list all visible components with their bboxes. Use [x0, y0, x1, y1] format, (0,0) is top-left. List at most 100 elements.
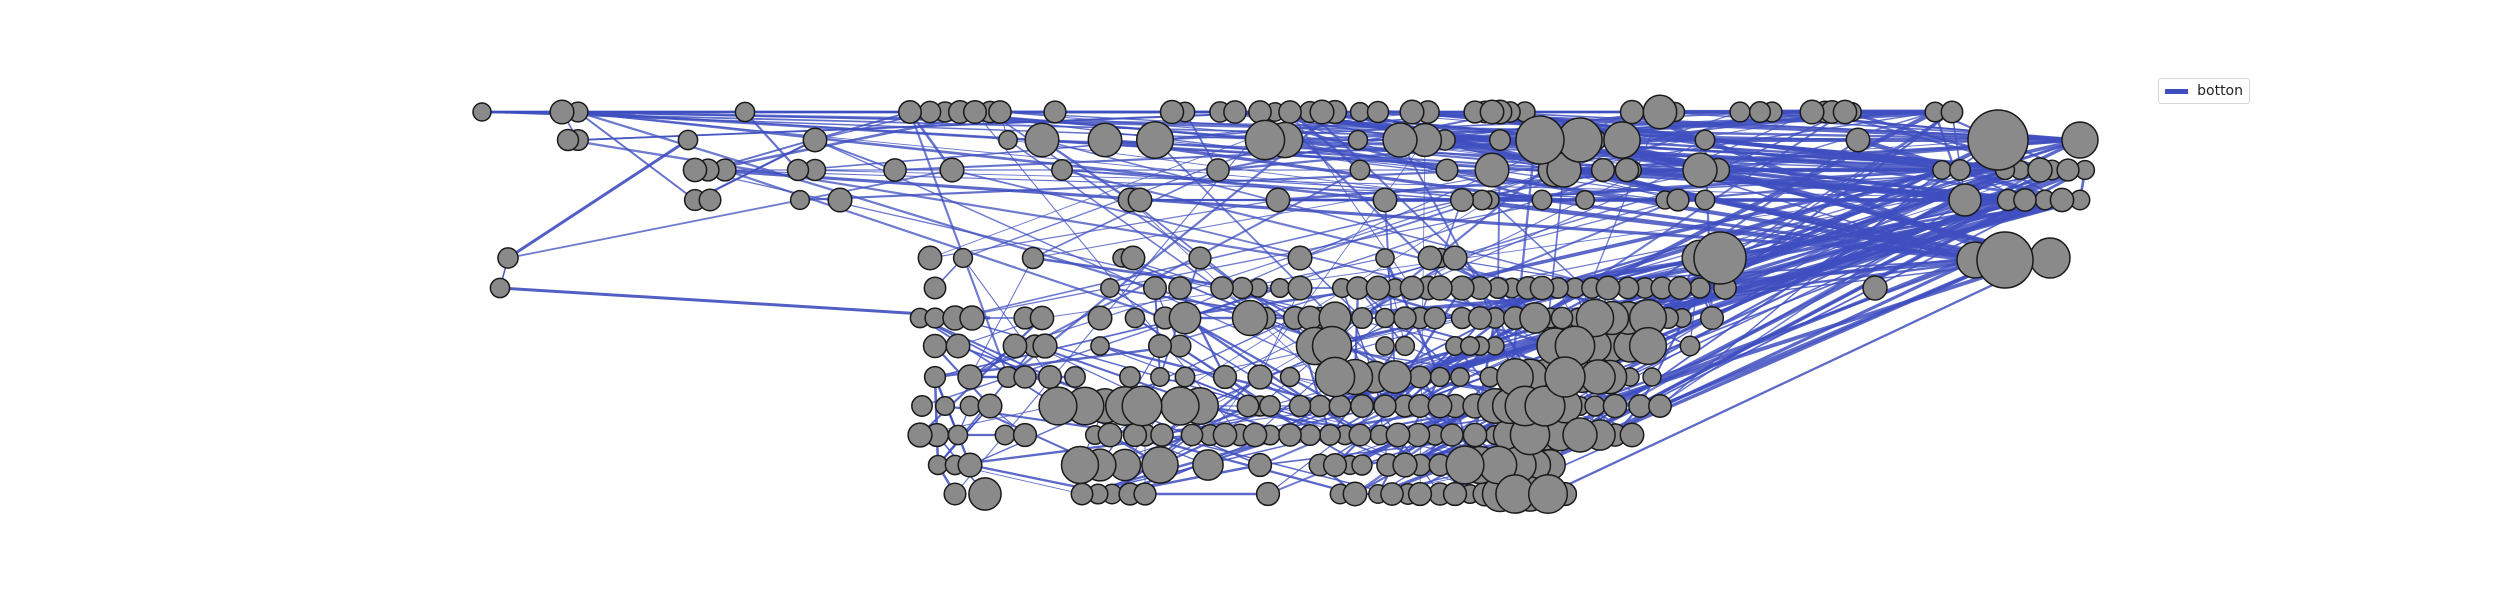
graph-edge: [577, 111, 696, 201]
graph-edge: [1154, 287, 1161, 378]
graph-node: [1087, 305, 1113, 331]
graph-node: [1342, 481, 1368, 507]
graph-node: [1265, 187, 1291, 213]
graph-node: [2056, 158, 2080, 182]
graph-node: [1328, 394, 1352, 418]
graph-edge: [1041, 139, 1609, 289]
graph-node: [1940, 100, 1964, 124]
graph-node: [1524, 385, 1566, 427]
graph-node: [923, 365, 947, 389]
graph-node: [1206, 158, 1230, 182]
graph-node: [472, 102, 492, 122]
graph-node: [1297, 305, 1323, 331]
graph-edge: [908, 111, 1010, 378]
graph-node: [918, 100, 942, 124]
graph-node: [786, 158, 810, 182]
graph-node: [1024, 122, 1060, 158]
graph-node: [1127, 187, 1153, 213]
graph-edge: [499, 286, 991, 320]
graph-edge: [1547, 256, 2051, 496]
graph-node: [1427, 393, 1453, 419]
graph-node: [677, 129, 699, 151]
graph-edge: [1461, 199, 1679, 289]
graph-node: [1699, 305, 1725, 331]
graph-node: [1043, 100, 1067, 124]
graph-edge: [1341, 199, 1679, 289]
graph-node: [1121, 385, 1163, 427]
graph-node: [1694, 189, 1716, 211]
graph-node: [1429, 366, 1451, 388]
graph-node: [1417, 245, 1443, 271]
graph-node: [1308, 394, 1332, 418]
graph-node: [939, 157, 965, 183]
graph-node: [1562, 417, 1598, 453]
graph-node: [1248, 100, 1272, 124]
graph-node: [1366, 100, 1390, 124]
graph-node: [1471, 189, 1493, 211]
graph-node: [1449, 187, 1475, 213]
graph-node: [943, 482, 967, 506]
graph-node: [1231, 299, 1269, 337]
graph-node: [1070, 482, 1094, 506]
graph-node: [1122, 422, 1148, 448]
legend: botton: [2158, 78, 2250, 104]
graph-node: [1087, 122, 1123, 158]
graph-node: [907, 422, 933, 448]
graph-node: [1349, 101, 1371, 123]
graph-node: [1279, 366, 1301, 388]
graph-edge: [1032, 169, 1219, 259]
graph-node: [827, 187, 853, 213]
graph-node: [1845, 127, 1871, 153]
graph-node: [1479, 99, 1505, 125]
graph-node: [1374, 307, 1396, 329]
graph-node: [1319, 424, 1341, 446]
graph-edge: [919, 317, 1059, 407]
graph-node: [1168, 334, 1192, 358]
graph-node: [1348, 423, 1372, 447]
graph-node: [1150, 423, 1174, 447]
graph-node: [1210, 276, 1234, 300]
graph-node: [1373, 394, 1397, 418]
graph-node: [1168, 276, 1192, 300]
graph-node: [947, 424, 969, 446]
graph-edge: [797, 169, 2063, 201]
graph-node: [1408, 365, 1432, 389]
graph-node: [934, 395, 956, 417]
graph-node: [957, 452, 983, 478]
graph-node: [1097, 422, 1123, 448]
graph-node: [988, 100, 1012, 124]
graph-node: [1212, 422, 1238, 448]
graph-node: [1399, 275, 1425, 301]
graph-edge: [1134, 433, 1356, 496]
graph-node: [2029, 237, 2071, 279]
graph-node: [802, 127, 828, 153]
graph-node: [1450, 367, 1470, 387]
graph-node: [2061, 121, 2099, 159]
graph-node: [1668, 276, 1692, 300]
graph-node: [1427, 275, 1453, 301]
graph-node: [1423, 306, 1447, 330]
graph-edge: [1659, 258, 2006, 408]
legend-label: botton: [2197, 83, 2243, 99]
graph-node: [1590, 157, 1616, 183]
graph-node: [1242, 422, 1268, 448]
graph-node: [1351, 454, 1373, 476]
graph-node: [1544, 356, 1586, 398]
graph-node: [1247, 364, 1273, 390]
graph-node: [898, 100, 922, 124]
graph-node: [1120, 245, 1146, 271]
graph-node: [1619, 99, 1645, 125]
graph-node: [959, 305, 985, 331]
graph-node: [1038, 386, 1078, 426]
graph-node: [1060, 445, 1100, 485]
graph-node: [917, 245, 943, 271]
graph-node: [556, 128, 580, 152]
graph-node: [1648, 394, 1672, 418]
graph-node: [1442, 245, 1468, 271]
graph-node: [1575, 190, 1595, 210]
graph-node: [1399, 99, 1425, 125]
graph-node: [1614, 157, 1640, 183]
graph-node: [1393, 306, 1417, 330]
graph-node: [959, 395, 981, 417]
graph-node: [1382, 122, 1418, 158]
